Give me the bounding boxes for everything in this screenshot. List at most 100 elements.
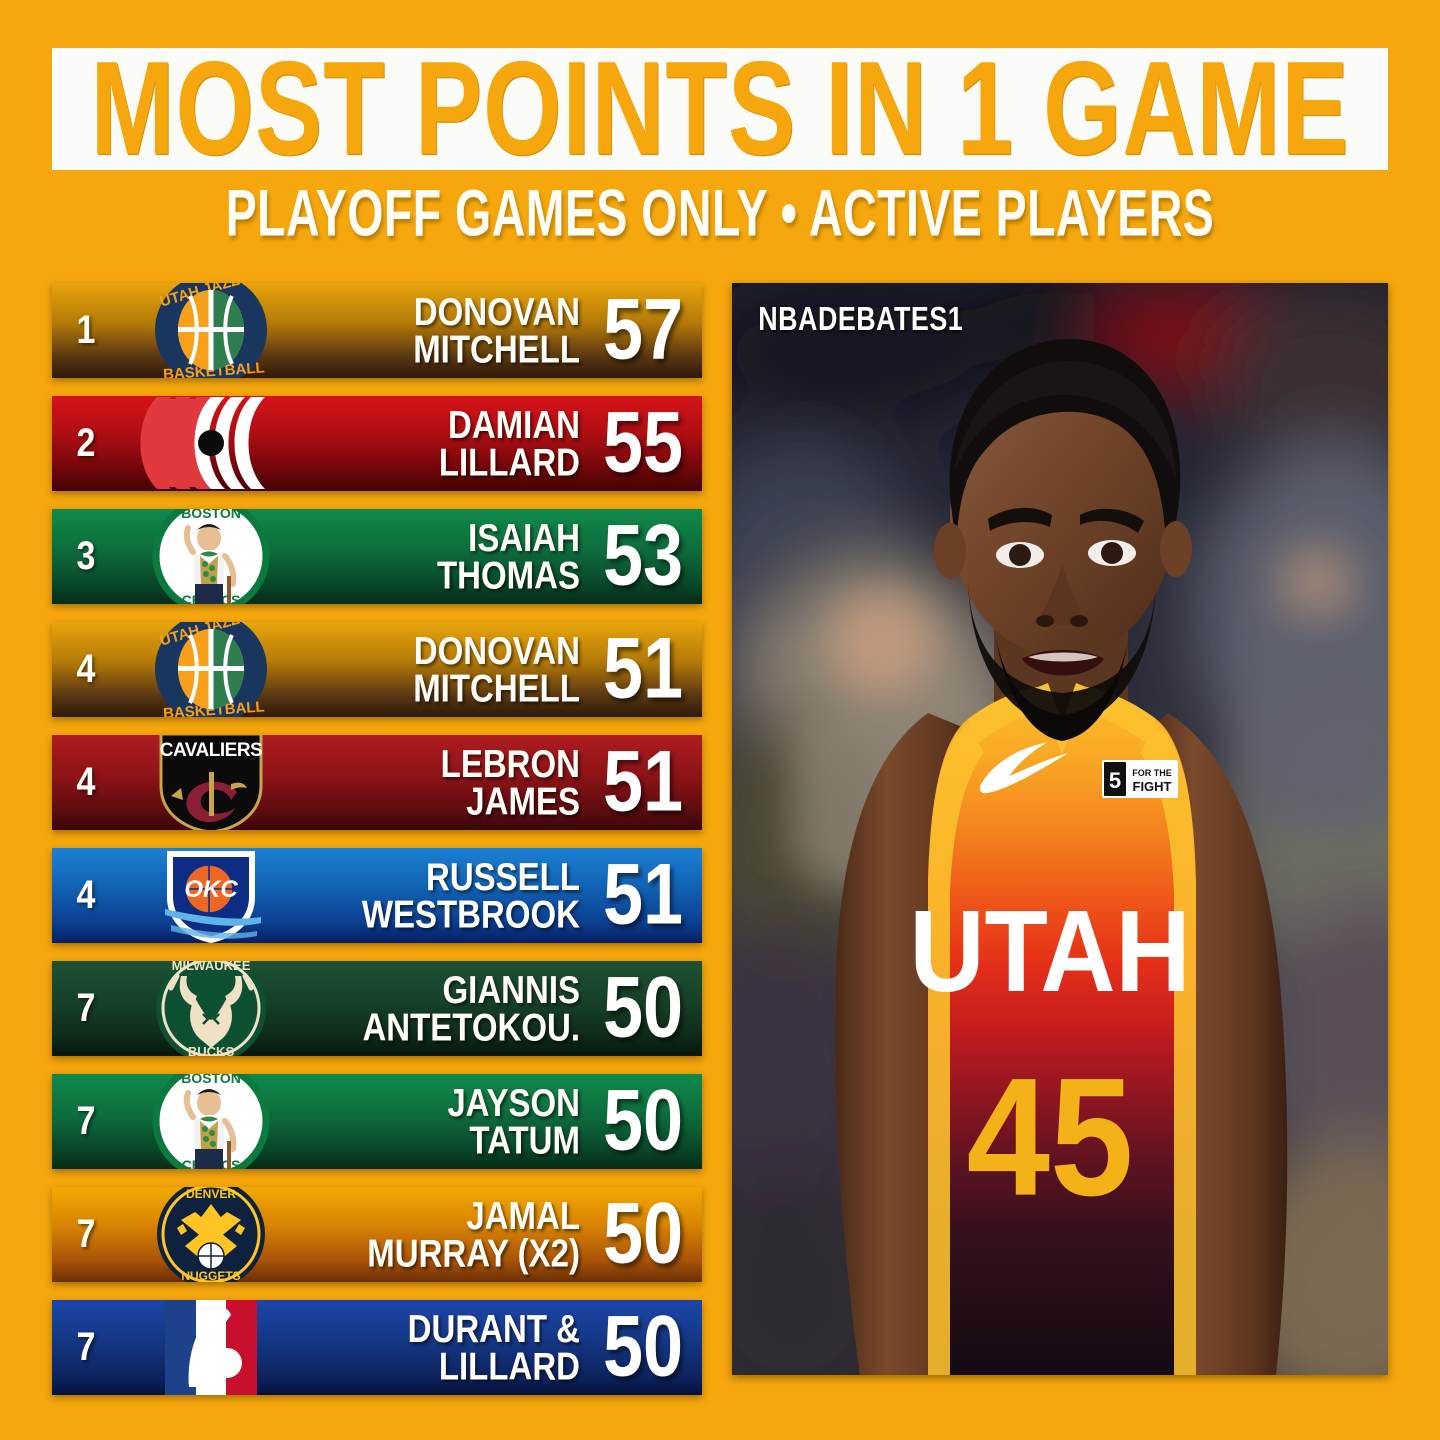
rank-number: 7: [76, 1098, 96, 1144]
rank-number: 7: [76, 985, 96, 1031]
ranking-row[interactable]: 7 MILWAUKEE BUCKS GIANNIS ANTETOKOU. 50: [52, 961, 702, 1056]
points-value: 50: [602, 1074, 684, 1169]
player-head: [950, 381, 1174, 657]
player-name: DAMIAN LILLARD: [302, 402, 590, 484]
rank-number: 4: [76, 646, 96, 692]
points-value: 55: [602, 396, 684, 491]
team-logo: UTAH JAZZ BASKETBALL: [120, 622, 302, 717]
player-illustration: 5 FOR THE FIGHT UTAH 45: [835, 338, 1288, 1375]
player-name-line1: DONOVAN: [413, 628, 580, 673]
player-name-line2: MURRAY (X2): [367, 1230, 580, 1275]
ranking-row[interactable]: 2 DAMIAN LILLARD 55: [52, 396, 702, 491]
team-logo: CAVALIERS: [120, 735, 302, 830]
blazers-logo: [140, 397, 265, 489]
points-value: 51: [602, 848, 684, 943]
player-name-line2: TATUM: [469, 1117, 580, 1162]
player-name-line2: MITCHELL: [413, 665, 580, 710]
svg-text:5: 5: [1109, 768, 1121, 793]
player-name: ISAIAH THOMAS: [302, 515, 590, 597]
ranking-row[interactable]: 4 OKC RUSSELL WESTBROOK 51: [52, 848, 702, 943]
player-name-line2: LILLARD: [438, 439, 580, 484]
player-name-line2: THOMAS: [437, 552, 580, 597]
page-subtitle: PLAYOFF GAMES ONLY • ACTIVE PLAYERS: [225, 176, 1215, 250]
svg-text:CAVALIERS: CAVALIERS: [160, 740, 262, 761]
rank-number: 1: [76, 307, 96, 353]
player-photo-panel: 5 FOR THE FIGHT UTAH 45: [732, 283, 1388, 1375]
jersey: [928, 687, 1196, 1375]
ranking-row[interactable]: 7 DURANT & LILLARD 50: [52, 1300, 702, 1395]
celtics-logo: BOSTON CELTICS: [152, 1074, 270, 1169]
nuggets-logo: DENVER NUGGETS: [157, 1187, 265, 1282]
team-logo: MILWAUKEE BUCKS: [120, 961, 302, 1056]
ranking-row[interactable]: 7 DENVER NUGGETS JAMAL MURRAY: [52, 1187, 702, 1282]
points-value: 51: [602, 622, 684, 717]
svg-text:BOSTON: BOSTON: [181, 1074, 241, 1086]
player-name-line1: JAMAL: [466, 1193, 580, 1238]
page-title: MOST POINTS IN 1 GAME: [90, 34, 1350, 184]
player-name: RUSSELL WESTBROOK: [302, 854, 590, 936]
player-name-line1: LEBRON: [440, 741, 580, 786]
rank-number: 2: [76, 420, 96, 466]
jersey-patch: 5 FOR THE FIGHT: [1102, 760, 1178, 798]
svg-text:DENVER: DENVER: [186, 1187, 236, 1201]
player-name-line2: WESTBROOK: [361, 891, 580, 936]
player-name-line2: ANTETOKOU.: [362, 1004, 580, 1049]
player-name: LEBRON JAMES: [302, 741, 590, 823]
rank-number: 4: [76, 872, 96, 918]
player-name-line1: ISAIAH: [468, 515, 580, 560]
jersey-wordmark: UTAH: [909, 886, 1190, 1016]
jersey-number: 45: [967, 1043, 1134, 1231]
team-logo: DENVER NUGGETS: [120, 1187, 302, 1282]
team-logo: BOSTON CELTICS: [120, 509, 302, 604]
svg-text:NUGGETS: NUGGETS: [181, 1269, 240, 1282]
player-name-line1: RUSSELL: [425, 854, 580, 899]
player-name: DONOVAN MITCHELL: [302, 289, 590, 371]
cavs-logo: CAVALIERS: [159, 735, 263, 830]
jazz-logo: UTAH JAZZ BASKETBALL: [155, 622, 267, 717]
player-name-line1: DURANT &: [407, 1306, 580, 1351]
svg-text:BUCKS: BUCKS: [188, 1044, 235, 1056]
rank-number: 7: [76, 1324, 96, 1370]
player-name-line1: GIANNIS: [442, 967, 580, 1012]
svg-text:FIGHT: FIGHT: [1133, 779, 1172, 794]
bucks-logo: MILWAUKEE BUCKS: [156, 961, 266, 1056]
team-logo: OKC: [120, 848, 302, 943]
nike-swoosh-icon: [979, 742, 1069, 794]
ranking-row[interactable]: 4 CAVALIERS LEBRON JAMES 51: [52, 735, 702, 830]
svg-text:MILWAUKEE: MILWAUKEE: [172, 961, 251, 973]
ranking-list: 1 UTAH JAZZ BASKETBALL DONOVANMITCHELL57…: [52, 283, 702, 1413]
player-name-line2: LILLARD: [438, 1343, 580, 1388]
player-name-line1: DAMIAN: [448, 402, 580, 447]
rank-number: 4: [76, 759, 96, 805]
rank-number: 7: [76, 1211, 96, 1257]
nba-logo: [165, 1300, 257, 1395]
svg-text:FOR THE: FOR THE: [1132, 768, 1172, 778]
points-value: 50: [602, 1300, 684, 1395]
player-name: DURANT & LILLARD: [302, 1306, 590, 1388]
player-name-line2: MITCHELL: [413, 326, 580, 371]
watermark: NBADEBATES1: [758, 299, 964, 337]
points-value: 51: [602, 735, 684, 830]
team-logo: [120, 1300, 302, 1395]
player-name-line2: JAMES: [466, 778, 580, 823]
player-name: JAMAL MURRAY (X2): [302, 1193, 590, 1275]
okc-logo: OKC: [165, 851, 261, 943]
player-name: DONOVAN MITCHELL: [302, 628, 590, 710]
ranking-row[interactable]: 3 BOSTON CELTICS: [52, 509, 702, 604]
player-name: JAYSON TATUM: [302, 1080, 590, 1162]
points-value: 50: [602, 1187, 684, 1282]
title-banner: MOST POINTS IN 1 GAME: [52, 42, 1388, 176]
team-logo: UTAH JAZZ BASKETBALL: [120, 283, 302, 378]
celtics-logo: BOSTON CELTICS: [152, 509, 270, 604]
player-name: GIANNIS ANTETOKOU.: [302, 967, 590, 1049]
svg-text:BOSTON: BOSTON: [181, 509, 241, 521]
player-name-line1: JAYSON: [447, 1080, 580, 1125]
ranking-row[interactable]: 7 BOSTON CELTICS: [52, 1074, 702, 1169]
rank-number: 3: [76, 533, 96, 579]
points-value: 50: [602, 961, 684, 1056]
points-value: 53: [602, 509, 684, 604]
svg-text:OKC: OKC: [184, 876, 238, 903]
player-name-line1: DONOVAN: [413, 289, 580, 334]
